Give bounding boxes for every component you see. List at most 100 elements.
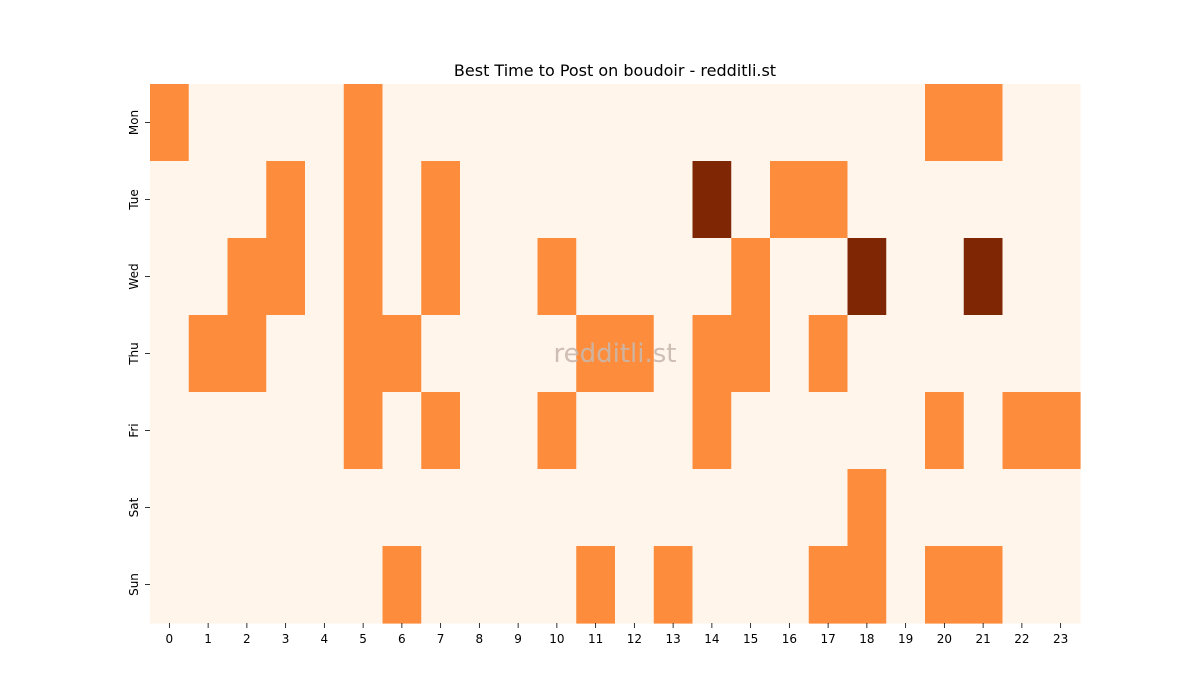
heatmap-cell-sat-12 xyxy=(615,469,655,547)
heatmap-cell-sat-11 xyxy=(576,469,616,547)
heatmap-cell-sat-4 xyxy=(305,469,345,547)
heatmap-cell-fri-22 xyxy=(1002,392,1042,470)
heatmap-cell-thu-17 xyxy=(808,315,849,393)
heatmap-cell-sat-22 xyxy=(1002,469,1042,547)
heatmap-cell-sat-19 xyxy=(886,469,926,547)
x-tick-label: 2 xyxy=(243,632,251,646)
x-tick-label: 17 xyxy=(820,632,835,646)
heatmap-cell-sun-8 xyxy=(460,546,500,624)
heatmap-cell-mon-9 xyxy=(498,84,539,162)
heatmap-cell-fri-13 xyxy=(653,392,694,470)
x-tick-label: 22 xyxy=(1014,632,1029,646)
heatmap-cell-thu-1 xyxy=(188,315,229,393)
heatmap-cell-mon-12 xyxy=(615,84,655,162)
heatmap-cell-thu-4 xyxy=(305,315,345,393)
heatmap-cell-wed-1 xyxy=(188,238,229,316)
heatmap-cell-wed-16 xyxy=(770,238,810,316)
heatmap-cell-thu-22 xyxy=(1002,315,1042,393)
heatmap-cell-mon-19 xyxy=(886,84,926,162)
y-tick-label: Mon xyxy=(127,110,141,135)
heatmap-cell-thu-8 xyxy=(460,315,500,393)
heatmap-cell-tue-10 xyxy=(537,161,577,239)
heatmap-cell-fri-21 xyxy=(963,392,1004,470)
heatmap-cell-sat-5 xyxy=(343,469,384,547)
heatmap-cell-wed-18 xyxy=(847,238,887,316)
heatmap-cell-sun-19 xyxy=(886,546,926,624)
heatmap-cell-sun-22 xyxy=(1002,546,1042,624)
heatmap-cell-fri-3 xyxy=(266,392,306,470)
x-tick-label: 7 xyxy=(437,632,445,646)
heatmap-cell-sun-1 xyxy=(188,546,229,624)
heatmap-cell-fri-6 xyxy=(382,392,422,470)
heatmap-cell-thu-20 xyxy=(925,315,965,393)
heatmap-cell-fri-12 xyxy=(615,392,655,470)
heatmap-cell-thu-6 xyxy=(382,315,422,393)
heatmap-cell-sat-16 xyxy=(770,469,810,547)
x-tick-label: 8 xyxy=(476,632,484,646)
heatmap-cell-wed-4 xyxy=(305,238,345,316)
x-tick-label: 16 xyxy=(782,632,797,646)
heatmap-cell-tue-23 xyxy=(1041,161,1081,239)
heatmap-cell-sat-7 xyxy=(421,469,461,547)
heatmap-cell-fri-17 xyxy=(808,392,849,470)
heatmap-cell-sat-13 xyxy=(653,469,694,547)
heatmap-cell-sat-2 xyxy=(227,469,267,547)
heatmap-cell-sat-15 xyxy=(731,469,771,547)
heatmap-cell-thu-15 xyxy=(731,315,771,393)
heatmap-cell-mon-10 xyxy=(537,84,577,162)
heatmap-cell-thu-21 xyxy=(963,315,1004,393)
heatmap-cell-sat-21 xyxy=(963,469,1004,547)
x-tick-label: 3 xyxy=(282,632,290,646)
heatmap-cell-fri-23 xyxy=(1041,392,1081,470)
heatmap-cell-sun-21 xyxy=(963,546,1004,624)
heatmap-cell-wed-12 xyxy=(615,238,655,316)
x-tick-label: 15 xyxy=(743,632,758,646)
heatmap-cell-tue-20 xyxy=(925,161,965,239)
x-tick-label: 1 xyxy=(204,632,212,646)
heatmap-cell-tue-17 xyxy=(808,161,849,239)
heatmap-cell-sun-3 xyxy=(266,546,306,624)
heatmap-cell-sat-18 xyxy=(847,469,887,547)
heatmap-cell-mon-5 xyxy=(343,84,384,162)
heatmap-cell-mon-4 xyxy=(305,84,345,162)
heatmap-cell-sun-4 xyxy=(305,546,345,624)
heatmap-cell-mon-16 xyxy=(770,84,810,162)
heatmap-cell-mon-21 xyxy=(963,84,1004,162)
heatmap-cell-tue-1 xyxy=(188,161,229,239)
heatmap-cell-wed-21 xyxy=(963,238,1004,316)
heatmap-cell-tue-14 xyxy=(692,161,732,239)
heatmap-cell-mon-6 xyxy=(382,84,422,162)
heatmap-cell-sat-3 xyxy=(266,469,306,547)
heatmap-cell-fri-2 xyxy=(227,392,267,470)
heatmap-cell-wed-7 xyxy=(421,238,461,316)
heatmap-cell-tue-7 xyxy=(421,161,461,239)
heatmap-cell-mon-7 xyxy=(421,84,461,162)
x-axis-ticks: 0 1 2 3 4 5 6 7 8 9 10 11 12 13 14 15 16 17 18 19 20 21 22 23 xyxy=(166,623,1068,646)
heatmap-cell-tue-19 xyxy=(886,161,926,239)
heatmap-cell-thu-11 xyxy=(576,315,616,393)
heatmap-cell-mon-11 xyxy=(576,84,616,162)
heatmap-cell-wed-6 xyxy=(382,238,422,316)
x-tick-label: 10 xyxy=(549,632,564,646)
x-tick-label: 20 xyxy=(937,632,952,646)
heatmap-cell-thu-2 xyxy=(227,315,267,393)
heatmap-cell-tue-3 xyxy=(266,161,306,239)
heatmap-cell-mon-0 xyxy=(150,84,190,162)
heatmap-cell-wed-10 xyxy=(537,238,577,316)
y-tick-label: Tue xyxy=(127,189,141,211)
heatmap-cell-sun-0 xyxy=(150,546,190,624)
heatmap-cell-thu-23 xyxy=(1041,315,1081,393)
x-tick-label: 23 xyxy=(1053,632,1068,646)
heatmap-cell-sun-11 xyxy=(576,546,616,624)
heatmap-cell-sat-23 xyxy=(1041,469,1081,547)
x-tick-label: 14 xyxy=(704,632,719,646)
heatmap-cell-mon-14 xyxy=(692,84,732,162)
heatmap-cell-fri-14 xyxy=(692,392,732,470)
heatmap-cell-fri-4 xyxy=(305,392,345,470)
heatmap-cell-tue-13 xyxy=(653,161,694,239)
heatmap-cell-tue-6 xyxy=(382,161,422,239)
heatmap-cell-mon-20 xyxy=(925,84,965,162)
heatmap-cell-thu-12 xyxy=(615,315,655,393)
heatmap-cell-thu-9 xyxy=(498,315,539,393)
heatmap-cell-tue-21 xyxy=(963,161,1004,239)
